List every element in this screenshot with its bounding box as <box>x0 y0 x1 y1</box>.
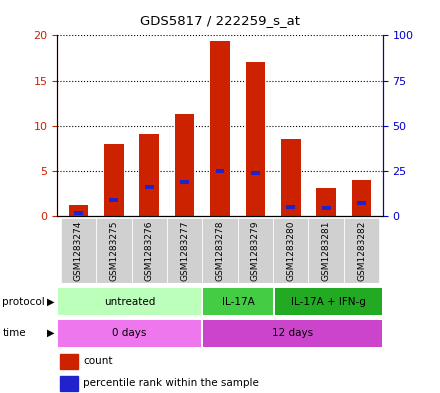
Text: GSM1283274: GSM1283274 <box>74 220 83 281</box>
Bar <box>316 188 336 216</box>
Text: untreated: untreated <box>104 297 155 307</box>
Text: percentile rank within the sample: percentile rank within the sample <box>83 378 259 388</box>
Text: GDS5817 / 222259_s_at: GDS5817 / 222259_s_at <box>140 14 300 27</box>
Bar <box>238 218 273 283</box>
Bar <box>210 41 230 216</box>
Text: GSM1283279: GSM1283279 <box>251 220 260 281</box>
Text: IL-17A: IL-17A <box>222 297 254 307</box>
Bar <box>96 218 132 283</box>
Bar <box>273 218 308 283</box>
Bar <box>308 218 344 283</box>
Bar <box>202 218 238 283</box>
Bar <box>275 288 382 315</box>
Text: ▶: ▶ <box>47 328 55 338</box>
Bar <box>175 114 194 216</box>
Bar <box>216 169 224 173</box>
Bar <box>60 376 78 391</box>
Bar <box>69 205 88 216</box>
Bar <box>167 218 202 283</box>
Text: protocol: protocol <box>2 297 45 307</box>
Text: 0 days: 0 days <box>112 328 147 338</box>
Text: count: count <box>83 356 113 366</box>
Bar <box>344 218 379 283</box>
Bar <box>58 288 201 315</box>
Bar <box>132 218 167 283</box>
Bar <box>203 320 382 347</box>
Text: GSM1283277: GSM1283277 <box>180 220 189 281</box>
Bar <box>104 144 124 216</box>
Bar <box>322 206 330 210</box>
Bar <box>74 211 83 215</box>
Text: time: time <box>2 328 26 338</box>
Bar <box>357 200 366 205</box>
Bar <box>60 354 78 369</box>
Text: GSM1283280: GSM1283280 <box>286 220 295 281</box>
Text: GSM1283282: GSM1283282 <box>357 220 366 281</box>
Bar <box>246 62 265 216</box>
Bar <box>110 198 118 202</box>
Bar <box>286 205 295 209</box>
Text: ▶: ▶ <box>47 297 55 307</box>
Text: IL-17A + IFN-g: IL-17A + IFN-g <box>291 297 366 307</box>
Text: GSM1283278: GSM1283278 <box>216 220 224 281</box>
Bar <box>180 180 189 184</box>
Bar <box>58 320 201 347</box>
Text: GSM1283281: GSM1283281 <box>322 220 331 281</box>
Bar <box>352 180 371 216</box>
Bar <box>251 171 260 175</box>
Bar <box>145 185 154 189</box>
Text: GSM1283275: GSM1283275 <box>109 220 118 281</box>
Bar <box>203 288 273 315</box>
Bar <box>281 140 301 216</box>
Bar <box>139 134 159 216</box>
Text: 12 days: 12 days <box>272 328 313 338</box>
Text: GSM1283276: GSM1283276 <box>145 220 154 281</box>
Bar <box>61 218 96 283</box>
